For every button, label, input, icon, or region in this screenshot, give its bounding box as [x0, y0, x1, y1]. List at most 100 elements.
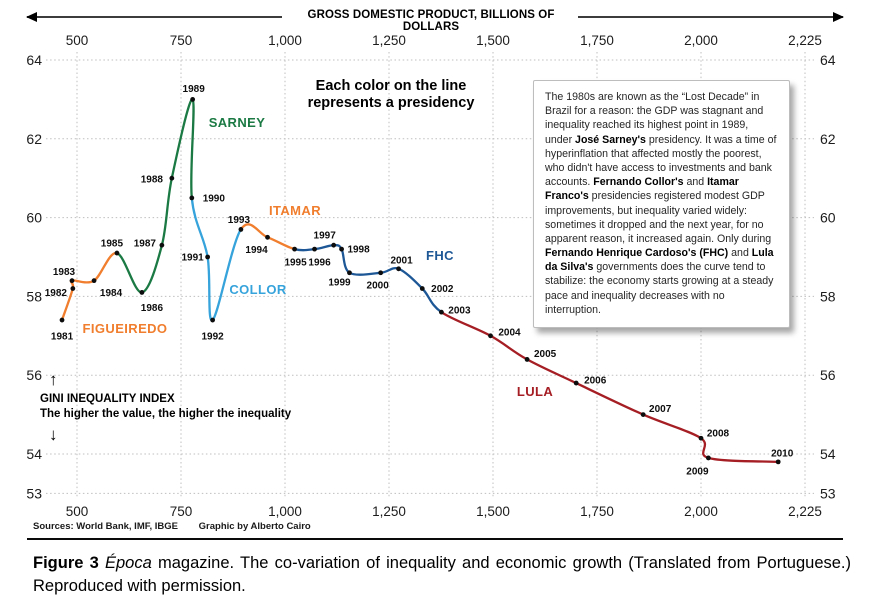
x-tick-bottom: 1,250 [372, 504, 406, 519]
presidency-label-itamar: ITAMAR [269, 203, 321, 218]
curve-segment-sarney [115, 98, 195, 294]
presidency-label-sarney: SARNEY [209, 115, 266, 130]
axis-arrow-right-icon [578, 12, 844, 22]
data-point-1995 [292, 246, 297, 252]
presidency-label-figueiredo: FIGUEIREDO [83, 321, 168, 336]
year-label-1989: 1989 [183, 84, 206, 95]
data-point-1994 [265, 234, 270, 240]
year-label-1990: 1990 [203, 193, 226, 204]
x-tick-top: 1,500 [476, 33, 510, 48]
year-label-1996: 1996 [308, 258, 331, 269]
year-label-1982: 1982 [45, 288, 68, 299]
data-point-1999 [347, 270, 352, 276]
data-point-1990 [189, 195, 195, 201]
data-point-1982 [70, 286, 76, 291]
y-tick-right: 60 [820, 210, 836, 226]
year-label-1994: 1994 [245, 245, 268, 256]
presidency-label-lula: LULA [517, 384, 553, 399]
data-point-2005 [524, 357, 530, 362]
axis-arrow-left-icon [26, 12, 282, 22]
x-tick-bottom: 2,225 [788, 504, 822, 519]
year-label-1988: 1988 [141, 175, 164, 186]
year-label-1981: 1981 [51, 332, 74, 343]
year-label-2000: 2000 [367, 280, 390, 291]
y-tick-left: 53 [26, 485, 42, 501]
year-labels: 1981 1982 1983 1984 1985 1986 1987 1988 1989 1990… [45, 84, 794, 478]
year-label-2004: 2004 [498, 327, 521, 338]
gini-axis-title: GINI INEQUALITY INDEX [40, 393, 175, 405]
y-tick-left: 60 [26, 210, 42, 226]
data-point-1986 [139, 290, 145, 295]
gini-axis-note: ↑ GINI INEQUALITY INDEX The higher the v… [40, 371, 340, 443]
x-tick-top: 1,250 [372, 33, 406, 48]
x-tick-top: 2,000 [684, 33, 718, 48]
data-point-2000 [378, 270, 384, 276]
year-label-1991: 1991 [181, 253, 204, 264]
data-point-2010 [775, 459, 781, 465]
data-point-1984 [91, 278, 97, 284]
y-tick-left: 62 [26, 131, 42, 147]
x-tick-top: 750 [170, 33, 193, 48]
data-point-1993 [238, 227, 244, 232]
year-label-1984: 1984 [100, 288, 123, 299]
data-point-2006 [573, 380, 579, 386]
year-label-1986: 1986 [141, 303, 164, 314]
year-label-1998: 1998 [347, 245, 370, 256]
year-label-2010: 2010 [771, 448, 794, 459]
data-point-1998 [339, 246, 344, 252]
year-label-2003: 2003 [448, 306, 471, 317]
y-tick-right: 56 [820, 367, 836, 383]
y-tick-left: 58 [26, 288, 42, 304]
data-point-2002 [419, 286, 425, 291]
presidency-label-fhc: FHC [426, 248, 454, 263]
year-label-2008: 2008 [707, 429, 730, 440]
data-point-1985 [114, 250, 120, 256]
x-tick-bottom: 1,500 [476, 504, 510, 519]
year-label-1985: 1985 [101, 239, 124, 250]
year-label-1983: 1983 [53, 267, 76, 278]
x-tick-bottom: 1,000 [268, 504, 302, 519]
y-tick-right: 54 [820, 446, 836, 462]
data-point-2004 [488, 333, 493, 339]
data-point-2008 [698, 435, 704, 441]
connected-scatterplot-chart: 500 500 750 750 1,000 1,000 1,250 1,250 1,500 1,5… [26, 9, 844, 540]
x-tick-bottom: 750 [170, 504, 193, 519]
x-tick-bottom: 1,750 [580, 504, 614, 519]
data-point-2007 [640, 412, 646, 417]
y-tick-left: 54 [26, 446, 42, 462]
data-point-1988 [169, 175, 175, 181]
y-tick-left: 64 [26, 52, 42, 68]
arrow-up-icon: ↑ [49, 370, 58, 389]
year-label-1993: 1993 [228, 215, 251, 226]
data-point-1983 [69, 278, 75, 284]
data-point-1997 [331, 242, 337, 248]
figure-divider [27, 538, 843, 540]
credit-text: Graphic by Alberto Cairo [198, 521, 311, 532]
arrow-down-icon: ↓ [49, 424, 58, 444]
data-point-2001 [396, 266, 401, 272]
y-tick-left: 56 [26, 367, 42, 383]
presidency-labels: FIGUEIREDO SARNEY COLLOR ITAMAR FHC LULA [83, 115, 553, 399]
x-tick-top: 1,000 [268, 33, 302, 48]
x-tick-top: 2,225 [788, 33, 822, 48]
curve-segment-collor [190, 196, 243, 322]
year-label-2005: 2005 [534, 349, 557, 360]
figure-caption: Figure 3 Época magazine. The co-variatio… [33, 554, 851, 595]
arrowhead-left-icon [26, 12, 37, 22]
data-point-1992 [210, 317, 216, 323]
sources-line: Sources: World Bank, IMF, IBGE Graphic b… [33, 521, 311, 532]
x-tick-top: 1,750 [580, 33, 614, 48]
color-legend-note: Each color on the line represents a pres… [307, 78, 475, 112]
data-point-1981 [59, 317, 65, 323]
data-point-2009 [705, 455, 711, 461]
tick-labels: 500 500 750 750 1,000 1,000 1,250 1,250 1,500 1,5… [26, 33, 835, 519]
data-point-1987 [159, 242, 165, 248]
y-tick-right: 53 [820, 485, 836, 501]
y-tick-right: 58 [820, 288, 836, 304]
x-tick-bottom: 2,000 [684, 504, 718, 519]
data-points [59, 97, 781, 465]
data-point-2003 [439, 309, 444, 315]
presidency-label-collor: COLLOR [229, 282, 286, 297]
year-label-2009: 2009 [686, 466, 709, 477]
